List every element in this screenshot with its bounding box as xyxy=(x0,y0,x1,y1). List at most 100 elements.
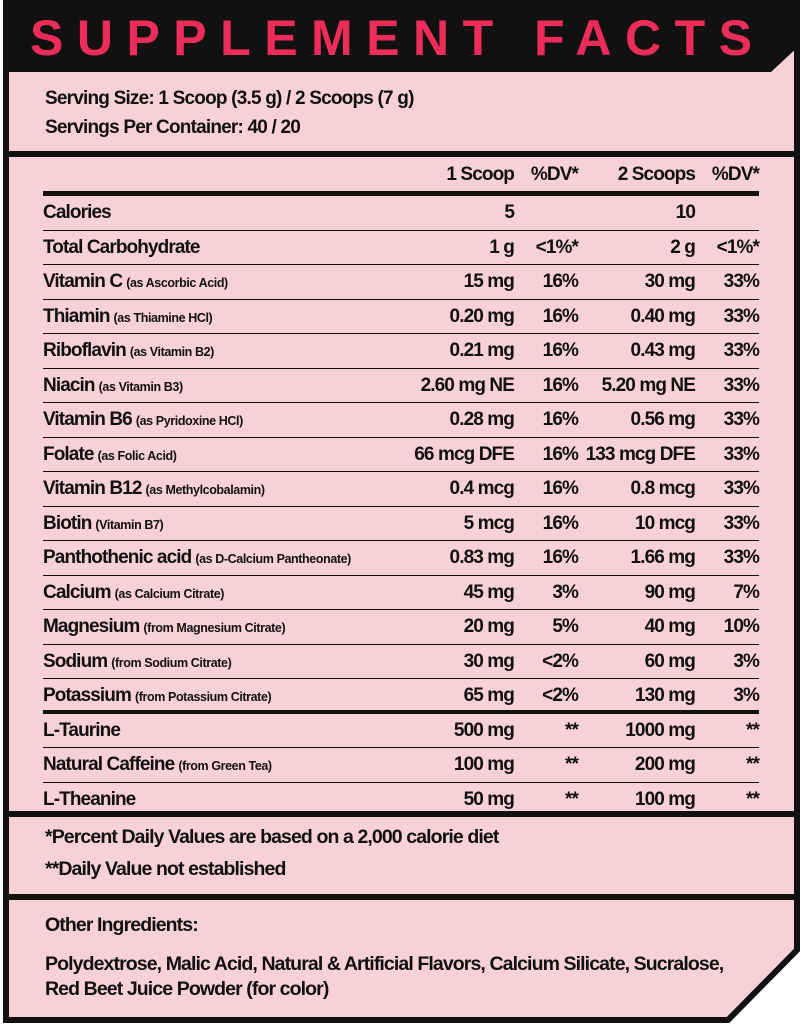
other-ingredients-line: Red Beet Juice Powder (for color) xyxy=(45,978,329,1000)
amount-2-scoops: 2 g xyxy=(670,236,696,258)
other-ingredients-line: Polydextrose, Malic Acid, Natural & Arti… xyxy=(45,953,724,975)
dv-2-scoops: ** xyxy=(746,788,760,810)
amount-1-scoop: 66 mcg DFE xyxy=(414,443,515,465)
nutrient-source: (as Pyridoxine HCl) xyxy=(135,414,243,428)
nutrient-source: (from Magnesium Citrate) xyxy=(143,621,286,635)
amount-1-scoop: 5 mcg xyxy=(463,512,515,534)
nutrient-source: (as Folic Acid) xyxy=(97,448,177,463)
dv-1-scoop: 16% xyxy=(542,547,579,568)
table-row: L-Taurine 500 mg ** 1000 mg ** xyxy=(43,714,760,748)
dv-1-scoop: <1%* xyxy=(535,236,579,258)
nutrient-name: Calories xyxy=(43,196,112,230)
dv-1-scoop: 16% xyxy=(542,478,579,499)
table-row: Thiamin (as Thiamine HCl) 0.20 mg 16% 0.40 m… xyxy=(43,300,760,335)
amount-2-scoops: 0.43 mg xyxy=(630,340,696,361)
page-title: SUPPLEMENT FACTS xyxy=(30,10,766,66)
amount-2-scoops: 100 mg xyxy=(634,788,696,810)
amount-1-scoop: 0.83 mg xyxy=(449,547,515,568)
nutrient-label: Panthothenic acid xyxy=(43,547,192,568)
servings-per-container: Servings Per Container: 40 / 20 xyxy=(45,117,301,138)
nutrient-label: Sodium xyxy=(43,650,108,672)
dv-1-scoop: ** xyxy=(565,754,579,775)
col-dv-2: %DV* xyxy=(711,164,760,185)
table-row: Potassium (from Potassium Citrate) 65 mg <2… xyxy=(43,679,760,714)
amount-1-scoop: 100 mg xyxy=(453,754,515,775)
serving-size: Serving Size: 1 Scoop (3.5 g) / 2 Scoops… xyxy=(45,88,414,109)
table-row: Folate (as Folic Acid) 66 mcg DFE 16% 133 mc… xyxy=(43,438,760,473)
dv-2-scoops: 33% xyxy=(723,478,760,499)
amount-2-scoops: 0.56 mg xyxy=(630,409,696,430)
nutrient-name: Magnesium (from Magnesium Citrate) xyxy=(43,610,286,645)
dv-2-scoops: 33% xyxy=(723,340,760,361)
col-2-scoops: 2 Scoops xyxy=(617,164,696,185)
dv-2-scoops: ** xyxy=(746,719,760,741)
amount-2-scoops: 0.40 mg xyxy=(630,305,696,327)
nutrient-name: Sodium (from Sodium Citrate) xyxy=(43,645,232,680)
nutrient-label: L-Taurine xyxy=(43,719,121,741)
amount-2-scoops: 40 mg xyxy=(644,616,696,637)
amount-1-scoop: 0.20 mg xyxy=(449,305,515,327)
other-ingredients-label: Other Ingredients: xyxy=(45,914,199,936)
table-row: Total Carbohydrate 1 g <1%* 2 g <1%* xyxy=(43,231,760,265)
dv-1-scoop: 16% xyxy=(542,409,579,430)
nutrient-label: Calcium xyxy=(43,581,112,603)
nutrient-name: Riboflavin (as Vitamin B2) xyxy=(43,334,214,369)
nutrient-source: (as Ascorbic Acid) xyxy=(126,276,228,290)
table-row: Vitamin C (as Ascorbic Acid) 15 mg 16% 30 mg… xyxy=(43,265,760,300)
table-row: Natural Caffeine (from Green Tea) 100 mg **… xyxy=(43,748,760,783)
amount-2-scoops: 0.8 mcg xyxy=(630,478,696,499)
nutrient-name: Folate (as Folic Acid) xyxy=(43,438,177,473)
dv-1-scoop: <2% xyxy=(542,685,579,706)
dv-2-scoops: 10% xyxy=(723,616,760,637)
nutrient-name: Total Carbohydrate xyxy=(43,231,200,265)
nutrient-label: Total Carbohydrate xyxy=(43,236,200,258)
header-band xyxy=(3,0,800,72)
nutrient-label: Potassium xyxy=(43,685,132,706)
col-1-scoop: 1 Scoop xyxy=(446,164,515,185)
nutrient-name: L-Theanine xyxy=(43,783,136,817)
amount-1-scoop: 45 mg xyxy=(463,581,515,603)
divider xyxy=(3,811,800,817)
nutrient-name: Vitamin C (as Ascorbic Acid) xyxy=(43,265,228,300)
amount-2-scoops: 5.20 mg NE xyxy=(601,374,696,396)
amount-1-scoop: 50 mg xyxy=(463,788,515,810)
amount-1-scoop: 15 mg xyxy=(463,271,515,292)
nutrient-label: Thiamin xyxy=(43,305,110,327)
dv-2-scoops: 33% xyxy=(723,305,760,327)
dv-1-scoop: 16% xyxy=(542,340,579,361)
dv-2-scoops: 33% xyxy=(723,547,760,568)
dv-1-scoop: 5% xyxy=(552,616,579,637)
nutrient-label: Vitamin B6 xyxy=(43,409,133,430)
table-row: L-Theanine 50 mg ** 100 mg ** xyxy=(43,783,760,818)
amount-1-scoop: 65 mg xyxy=(463,685,515,706)
nutrient-label: Biotin xyxy=(43,512,92,534)
table-header-row: 1 Scoop %DV* 2 Scoops %DV* xyxy=(43,157,760,196)
table-row: Calories 5 10 xyxy=(43,196,759,231)
amount-1-scoop: 500 mg xyxy=(453,719,515,741)
table-row: Vitamin B12 (as Methylcobalamin) 0.4 mcg 16… xyxy=(43,472,760,507)
amount-2-scoops: 130 mg xyxy=(634,685,696,706)
dv-2-scoops: 7% xyxy=(733,581,760,603)
nutrient-label: L-Theanine xyxy=(43,788,136,810)
amount-1-scoop: 0.4 mcg xyxy=(449,478,515,499)
nutrient-name: Potassium (from Potassium Citrate) xyxy=(43,679,272,714)
dv-2-scoops: 33% xyxy=(723,443,760,465)
dv-2-scoops: 33% xyxy=(723,374,760,396)
footnote-not-established: **Daily Value not established xyxy=(45,858,286,880)
nutrient-source: (as Vitamin B2) xyxy=(129,345,214,359)
dv-1-scoop: 16% xyxy=(542,443,579,465)
nutrient-name: Thiamin (as Thiamine HCl) xyxy=(43,300,213,335)
nutrient-source: (as Vitamin B3) xyxy=(98,379,183,394)
nutrient-source: (as Methylcobalamin) xyxy=(145,483,266,497)
nutrient-label: Calories xyxy=(43,202,112,223)
nutrient-label: Folate xyxy=(43,443,94,465)
divider xyxy=(3,894,800,900)
footnote-dv: *Percent Daily Values are based on a 2,0… xyxy=(45,826,499,848)
nutrient-label: Vitamin B12 xyxy=(43,478,142,499)
table-row: Sodium (from Sodium Citrate) 30 mg <2% 60 mg… xyxy=(43,645,760,680)
dv-1-scoop: ** xyxy=(565,719,579,741)
nutrient-name: L-Taurine xyxy=(43,714,121,748)
nutrient-source: (from Sodium Citrate) xyxy=(111,655,232,670)
amount-1-scoop: 30 mg xyxy=(463,650,515,672)
